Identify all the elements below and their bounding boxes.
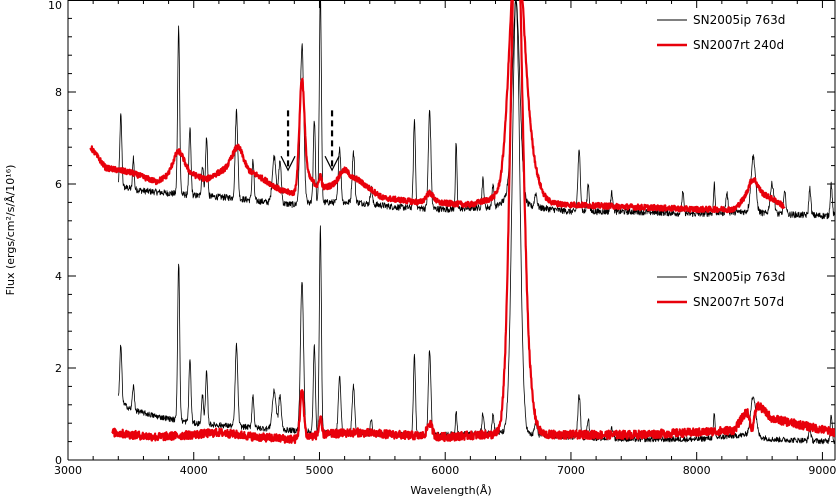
- y-axis-title: Flux (ergs/cm²/s/Å/10¹⁶): [4, 165, 17, 296]
- tick-labels: 3000 4000 5000 6000 7000 8000 9000 0 2 4 6 8 10: [48, 0, 836, 477]
- annotation-arrows: [280, 110, 340, 172]
- legend-label: SN2005ip 763d: [693, 270, 785, 284]
- x-tick-label: 8000: [683, 464, 711, 477]
- x-tick-label: 9000: [808, 464, 836, 477]
- arrow-head: [280, 155, 296, 172]
- spectrum-series-2: [89, 0, 786, 214]
- x-tick-label: 4000: [180, 464, 208, 477]
- spectrum-series-1: [117, 0, 835, 220]
- x-tick-label: 7000: [557, 464, 585, 477]
- spectrum-series-4: [111, 0, 835, 445]
- legend-label: SN2005ip 763d: [693, 13, 785, 27]
- y-tick-label: 8: [55, 86, 62, 99]
- legends: SN2005ip 763d SN2007rt 240d SN2005ip 763d S…: [657, 13, 785, 309]
- y-tick-label: 6: [55, 178, 62, 191]
- x-axis-title: Wavelength(Å): [410, 484, 491, 497]
- y-tick-label: 4: [55, 270, 62, 283]
- legend-label: SN2007rt 507d: [693, 295, 784, 309]
- y-tick-label: 2: [55, 362, 62, 375]
- arrow-head: [324, 155, 340, 172]
- x-tick-label: 3000: [54, 464, 82, 477]
- legend-label: SN2007rt 240d: [693, 38, 784, 52]
- y-tick-label: 0: [55, 454, 62, 467]
- y-tick-label: 10: [48, 0, 62, 12]
- x-tick-label: 6000: [431, 464, 459, 477]
- spectrum-series-3: [117, 1, 835, 445]
- x-tick-label: 5000: [305, 464, 333, 477]
- series-group: [89, 0, 835, 445]
- axis-ticks: [67, 0, 835, 461]
- plot-frame: [67, 0, 836, 461]
